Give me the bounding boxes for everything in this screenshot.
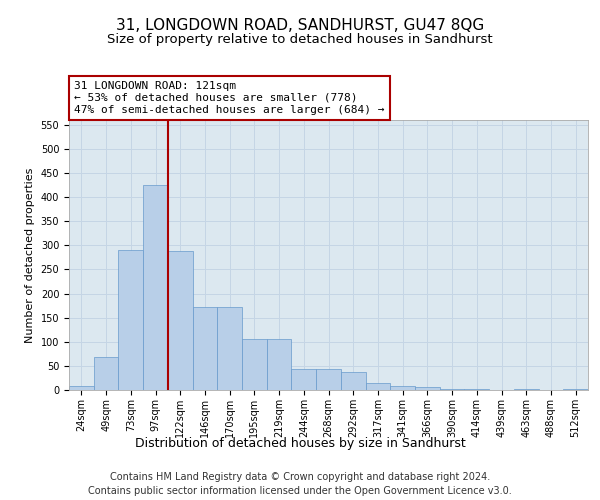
Bar <box>94 356 118 390</box>
Bar <box>69 386 94 390</box>
Bar <box>316 370 341 390</box>
Bar <box>563 388 588 390</box>
Text: Contains public sector information licensed under the Open Government Licence v3: Contains public sector information licen… <box>88 486 512 496</box>
Bar <box>118 250 143 390</box>
Bar <box>292 370 316 390</box>
Bar <box>143 185 168 390</box>
Y-axis label: Number of detached properties: Number of detached properties <box>25 168 35 342</box>
Bar <box>390 386 415 390</box>
Text: Distribution of detached houses by size in Sandhurst: Distribution of detached houses by size … <box>134 438 466 450</box>
Bar <box>341 372 365 390</box>
Bar <box>168 251 193 390</box>
Text: Contains HM Land Registry data © Crown copyright and database right 2024.: Contains HM Land Registry data © Crown c… <box>110 472 490 482</box>
Bar <box>464 388 489 390</box>
Bar <box>365 383 390 390</box>
Text: Size of property relative to detached houses in Sandhurst: Size of property relative to detached ho… <box>107 32 493 46</box>
Bar <box>193 307 217 390</box>
Bar <box>440 388 464 390</box>
Bar <box>267 340 292 390</box>
Bar <box>415 386 440 390</box>
Text: 31, LONGDOWN ROAD, SANDHURST, GU47 8QG: 31, LONGDOWN ROAD, SANDHURST, GU47 8QG <box>116 18 484 32</box>
Text: 31 LONGDOWN ROAD: 121sqm
← 53% of detached houses are smaller (778)
47% of semi-: 31 LONGDOWN ROAD: 121sqm ← 53% of detach… <box>74 82 385 114</box>
Bar <box>514 388 539 390</box>
Bar <box>217 307 242 390</box>
Bar <box>242 340 267 390</box>
